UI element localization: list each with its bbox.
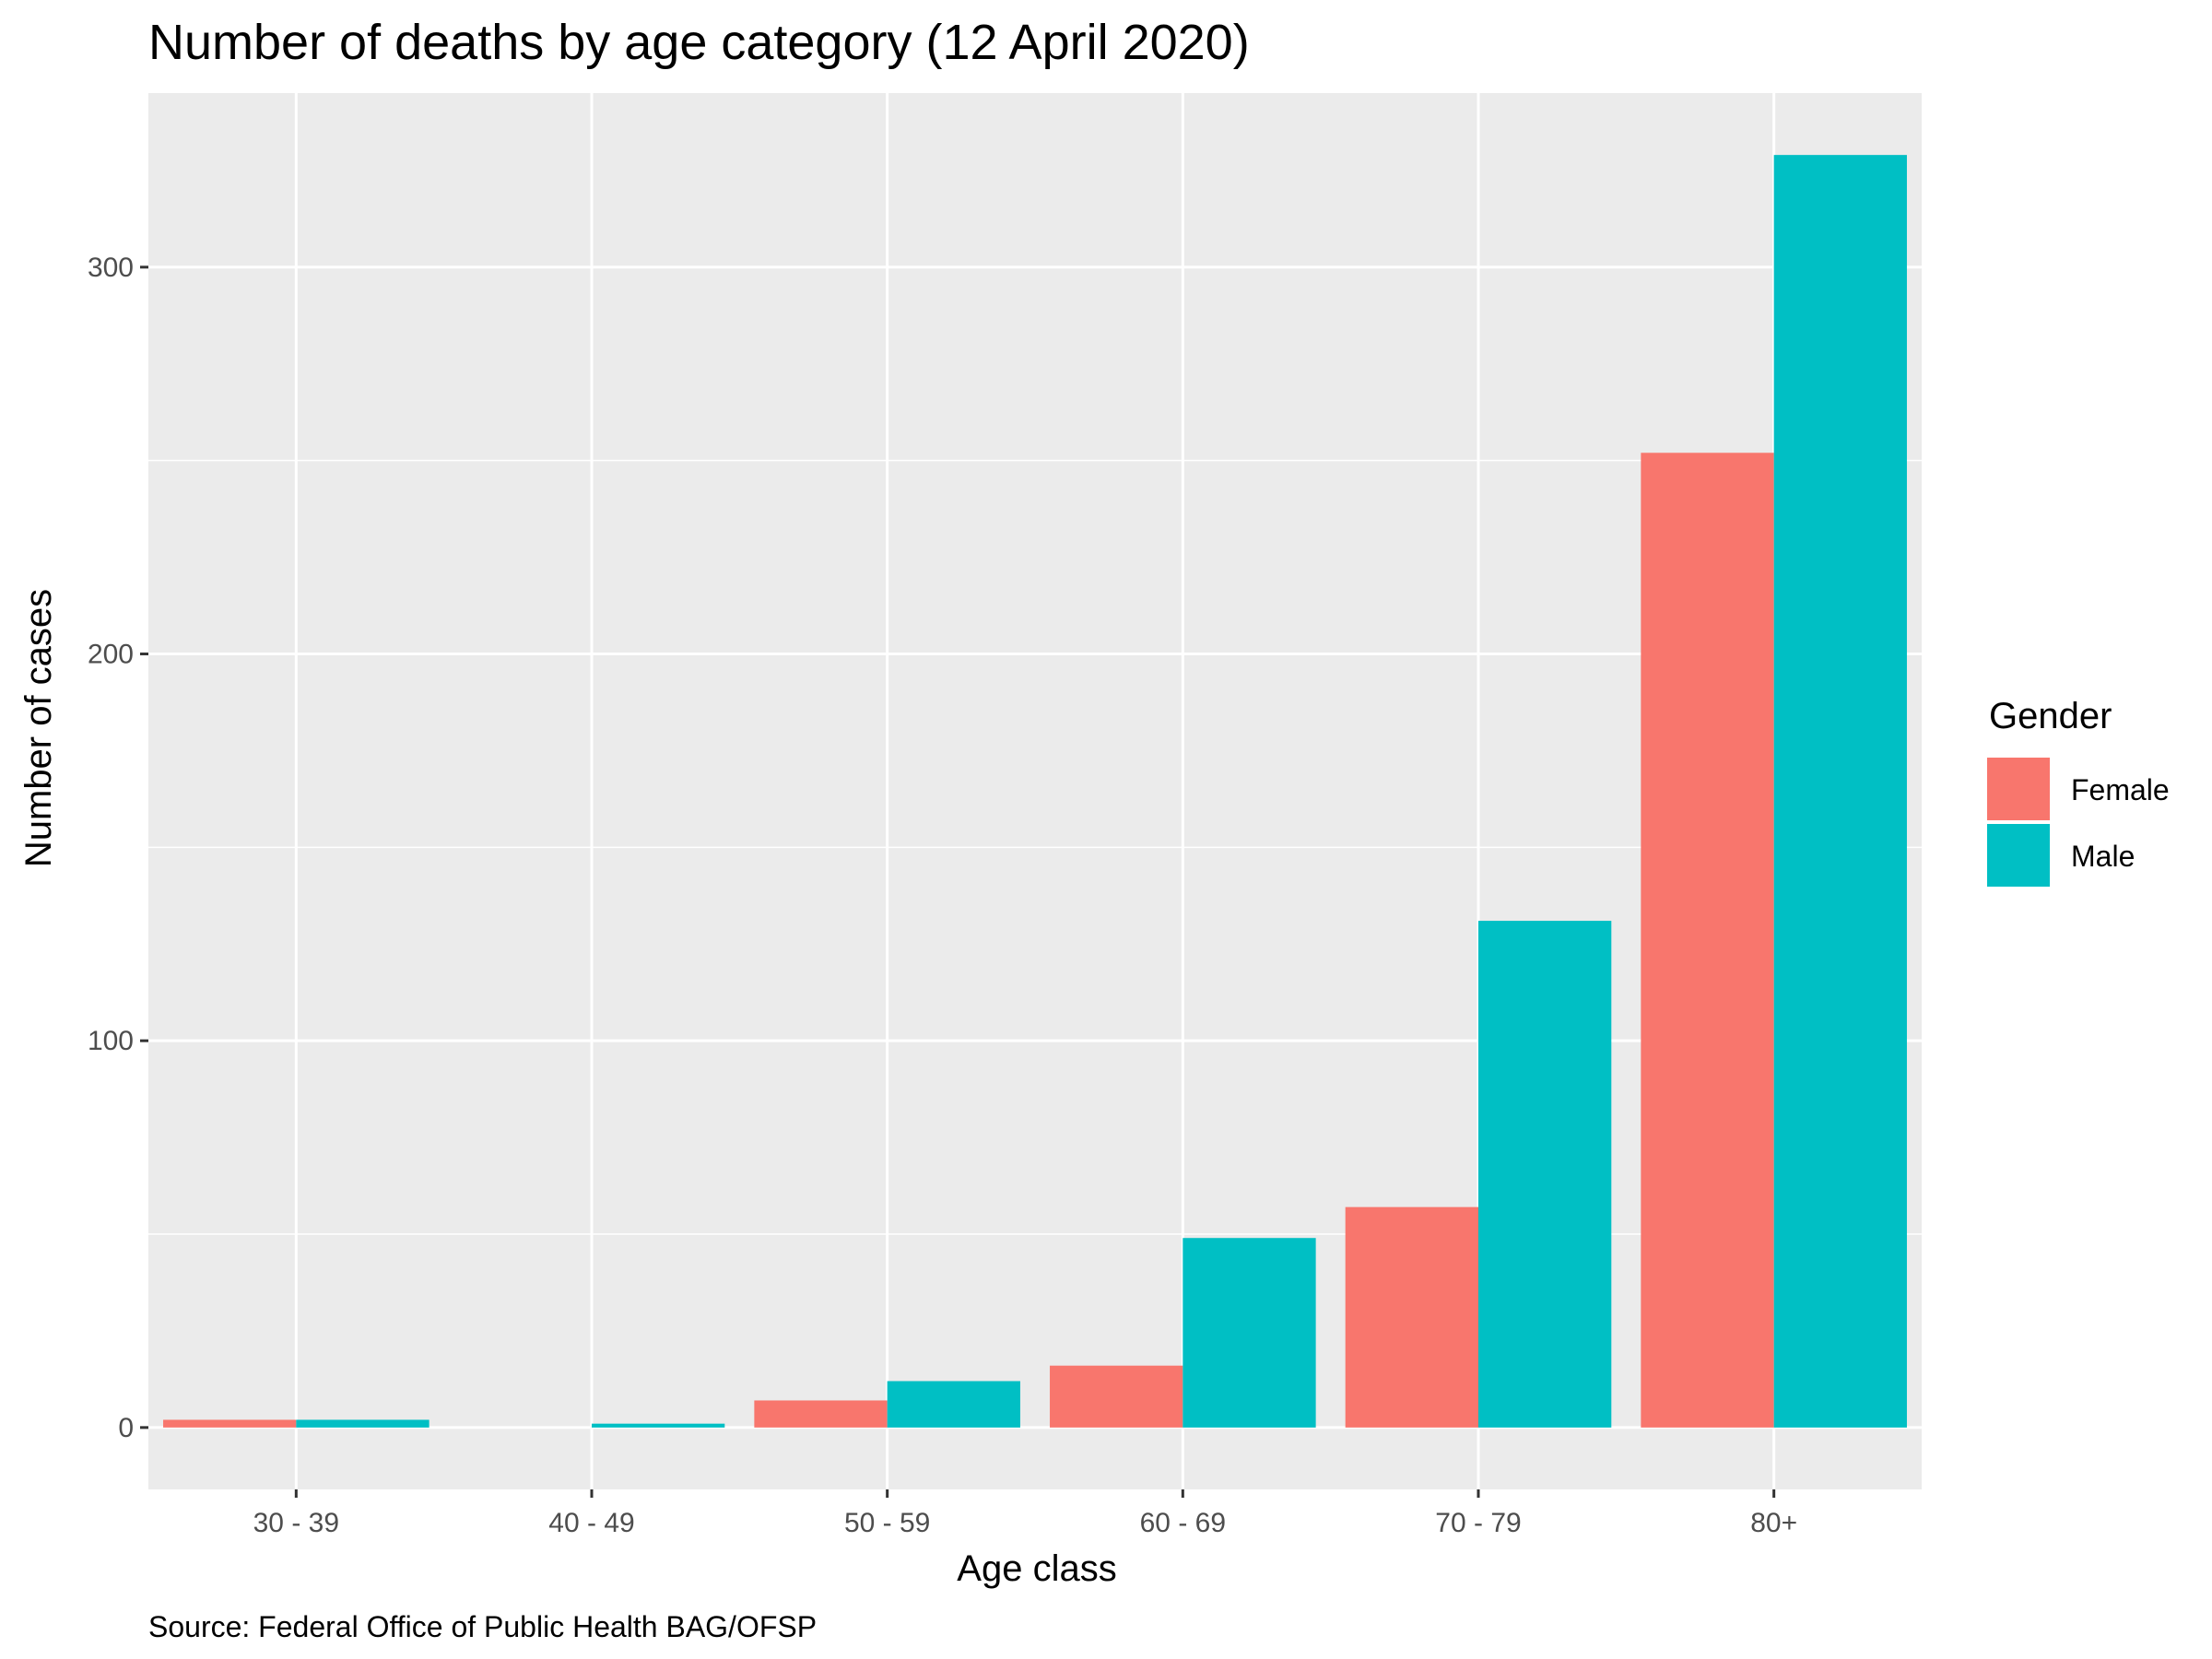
x-tick-label: 30 - 39 xyxy=(253,1508,339,1538)
x-axis: 30 - 39 40 - 49 50 - 59 60 - 69 70 - 79 80+ xyxy=(253,1489,1797,1538)
x-tick-label: 60 - 69 xyxy=(1140,1508,1226,1538)
bar-male-2 xyxy=(887,1381,1020,1428)
bar-male-5 xyxy=(1773,155,1907,1428)
bar-male-3 xyxy=(1182,1238,1316,1428)
bar-male-0 xyxy=(296,1419,429,1428)
x-tick-label: 70 - 79 xyxy=(1435,1508,1521,1538)
legend-label-male: Male xyxy=(2071,840,2135,873)
legend: Gender Female Male xyxy=(1987,696,2170,887)
chart-title: Number of deaths by age category (12 Apr… xyxy=(148,15,1250,70)
bar-female-4 xyxy=(1345,1206,1478,1428)
x-tick-label: 40 - 49 xyxy=(548,1508,634,1538)
y-axis-title: Number of cases xyxy=(18,589,59,867)
plot-panel xyxy=(148,93,1922,1489)
bar-male-4 xyxy=(1478,921,1612,1428)
x-axis-title: Age class xyxy=(957,1548,1116,1589)
bar-male-1 xyxy=(592,1423,725,1428)
x-tick-label: 50 - 59 xyxy=(844,1508,930,1538)
y-tick-label: 100 xyxy=(88,1026,134,1056)
legend-label-female: Female xyxy=(2071,773,2170,806)
source-caption: Source: Federal Office of Public Health … xyxy=(148,1610,817,1643)
bar-female-0 xyxy=(163,1419,297,1428)
y-tick-label: 0 xyxy=(118,1413,134,1443)
y-tick-label: 300 xyxy=(88,253,134,283)
x-tick-label: 80+ xyxy=(1750,1508,1797,1538)
bars xyxy=(163,155,1907,1428)
y-axis: 0 100 200 300 xyxy=(88,253,148,1443)
legend-key-female xyxy=(1987,758,2050,820)
legend-title: Gender xyxy=(1989,696,2112,736)
y-tick-label: 200 xyxy=(88,640,134,670)
legend-key-male xyxy=(1987,824,2050,887)
bar-female-2 xyxy=(754,1400,888,1428)
bar-female-3 xyxy=(1050,1365,1183,1428)
bar-female-5 xyxy=(1641,453,1774,1428)
